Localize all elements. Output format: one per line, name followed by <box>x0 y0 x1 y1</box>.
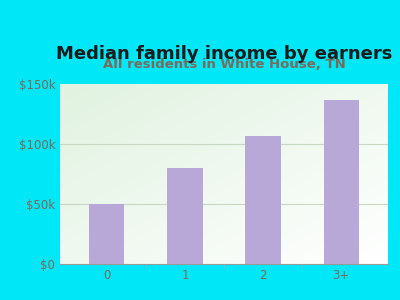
Bar <box>89 204 124 264</box>
Bar <box>324 100 359 264</box>
Bar <box>246 136 281 264</box>
Title: Median family income by earners: Median family income by earners <box>56 45 392 63</box>
Bar <box>167 168 202 264</box>
Text: All residents in White House, TN: All residents in White House, TN <box>103 58 345 71</box>
